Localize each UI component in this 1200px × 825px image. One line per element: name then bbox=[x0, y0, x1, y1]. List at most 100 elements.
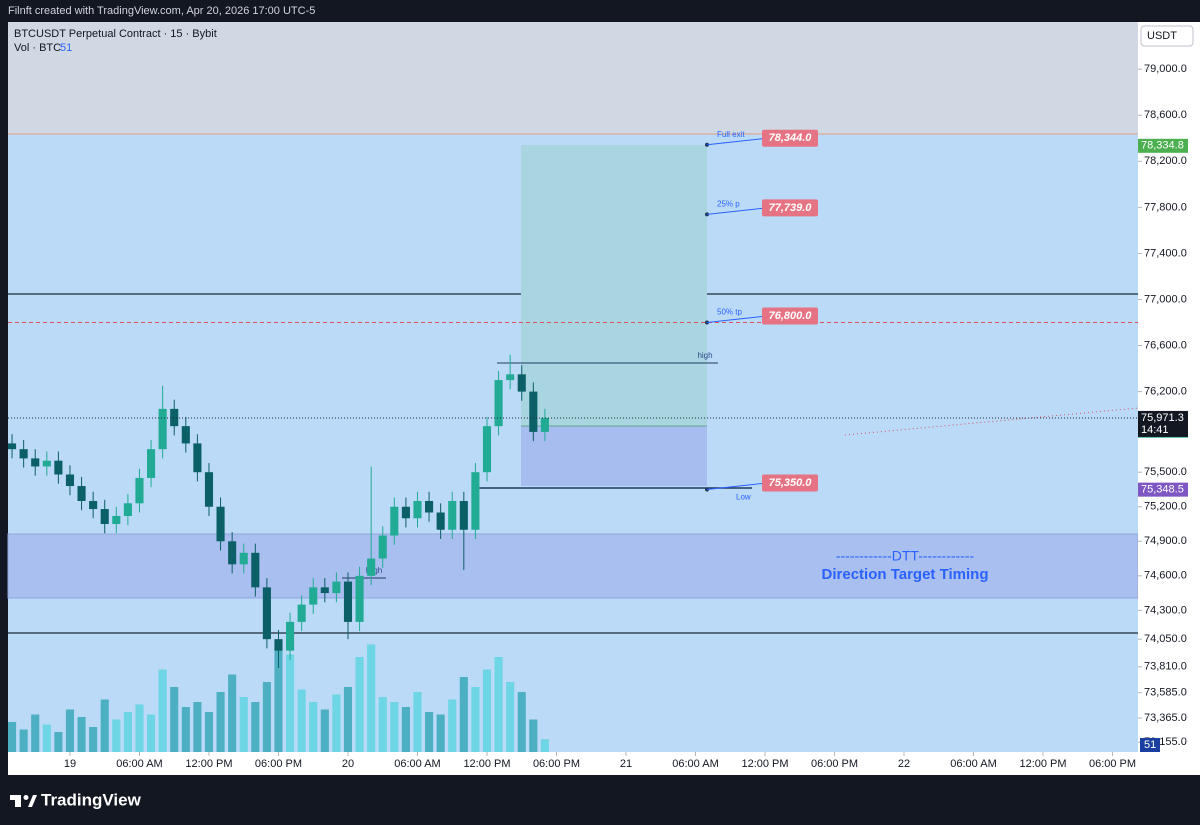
volume-bar bbox=[390, 702, 399, 752]
candle-body bbox=[251, 552, 260, 588]
candle-body bbox=[471, 472, 480, 530]
volume-bar bbox=[158, 669, 167, 752]
volume-bar bbox=[355, 657, 364, 752]
y-tick-label: 78,200.0 bbox=[1144, 155, 1187, 167]
y-tick-label: 77,800.0 bbox=[1144, 201, 1187, 213]
candle-body bbox=[204, 472, 214, 507]
candle-body bbox=[436, 512, 445, 530]
candle-body bbox=[367, 558, 376, 576]
candle-body bbox=[54, 460, 63, 475]
candle-body bbox=[181, 426, 190, 444]
volume-bar bbox=[123, 712, 132, 752]
dtt-zone bbox=[7, 533, 1139, 599]
x-tick-label: 12:00 PM bbox=[1019, 758, 1066, 770]
price-tag-label: 75,348.5 bbox=[1141, 484, 1184, 496]
candle-body bbox=[540, 417, 549, 432]
volume-bar bbox=[343, 687, 353, 752]
y-tick-label: 76,200.0 bbox=[1144, 386, 1187, 398]
level-tag-label: 76,800.0 bbox=[769, 310, 813, 322]
grey-zone bbox=[8, 22, 1138, 134]
candle-body bbox=[147, 449, 156, 478]
header: Filnft created with TradingView.com, Apr… bbox=[8, 5, 315, 17]
level-name: Low bbox=[736, 493, 751, 502]
level-tag-label: 75,350.0 bbox=[769, 477, 813, 489]
candle-body bbox=[170, 408, 179, 427]
dtt-title: ------------DTT------------ bbox=[836, 548, 975, 564]
volume-bar bbox=[8, 722, 17, 752]
currency-button[interactable] bbox=[1140, 25, 1194, 47]
volume-bar bbox=[274, 647, 283, 752]
x-tick-label: 19 bbox=[64, 758, 76, 770]
y-tick-label: 79,000.0 bbox=[1144, 63, 1187, 75]
volume-bar bbox=[239, 697, 248, 752]
logo-part bbox=[15, 795, 21, 807]
candle-body bbox=[100, 509, 109, 525]
logo-part bbox=[23, 795, 29, 800]
level-name: 25% p bbox=[717, 200, 740, 209]
x-tick-label: 06:00 AM bbox=[116, 758, 162, 770]
level-pointer bbox=[706, 482, 763, 490]
candle-body bbox=[517, 374, 526, 392]
profit-zone bbox=[521, 145, 707, 426]
volume-bar bbox=[170, 687, 179, 752]
last-price-label: 75,971.3 bbox=[1141, 412, 1184, 424]
y-tick-label: 76,600.0 bbox=[1144, 339, 1187, 351]
volume-bar bbox=[471, 687, 480, 752]
candle-body bbox=[309, 587, 318, 605]
currency: USDT bbox=[1147, 30, 1177, 42]
x-tick-label: 21 bbox=[620, 758, 632, 770]
price-tag-label: 78,334.8 bbox=[1141, 140, 1184, 152]
y-tick-label: 75,500.0 bbox=[1144, 466, 1187, 478]
candle-body bbox=[123, 503, 132, 516]
y-tick-label: 74,900.0 bbox=[1144, 535, 1187, 547]
stop-zone bbox=[521, 426, 707, 486]
volume-bar bbox=[367, 644, 376, 752]
volume-bar bbox=[65, 709, 75, 752]
candle-body bbox=[77, 486, 86, 501]
volume-bar bbox=[506, 682, 515, 752]
y-tick-label: 73,810.0 bbox=[1144, 661, 1187, 673]
y-tick-label: 74,050.0 bbox=[1144, 633, 1187, 645]
annotation: high bbox=[697, 351, 712, 360]
volume-bar bbox=[517, 692, 526, 752]
volume-legend-value: 51 bbox=[60, 42, 72, 54]
candle-body bbox=[42, 460, 51, 467]
x-tick-label: 22 bbox=[898, 758, 910, 770]
volume-bar bbox=[31, 714, 40, 752]
volume-bar bbox=[262, 682, 271, 752]
volume-bar bbox=[135, 704, 144, 752]
x-tick-label: 06:00 AM bbox=[672, 758, 718, 770]
volume-bar bbox=[540, 739, 549, 752]
price-tag bbox=[1138, 138, 1188, 153]
volume-bar bbox=[529, 719, 538, 752]
y-tick-label: 77,400.0 bbox=[1144, 247, 1187, 259]
time-axis bbox=[8, 752, 1138, 775]
candle-body bbox=[343, 581, 353, 622]
x-tick-label: 12:00 PM bbox=[463, 758, 510, 770]
level-name: Full exit bbox=[717, 130, 745, 139]
candle-body bbox=[89, 500, 98, 510]
candle-body bbox=[378, 535, 387, 559]
candle-body bbox=[216, 506, 225, 542]
last-price-tag bbox=[1138, 410, 1188, 437]
candle-body bbox=[228, 541, 237, 565]
volume-bar bbox=[42, 724, 51, 752]
logo-part bbox=[28, 795, 37, 807]
volume-bar bbox=[19, 729, 28, 752]
dtt-subtitle: Direction Target Timing bbox=[822, 566, 989, 583]
candle-body bbox=[65, 474, 75, 487]
volume-bar bbox=[482, 669, 492, 752]
x-tick-label: 06:00 PM bbox=[533, 758, 580, 770]
volume-tag-label: 51 bbox=[1144, 739, 1156, 751]
volume-bar bbox=[147, 714, 156, 752]
y-tick-label: 78,600.0 bbox=[1144, 109, 1187, 121]
y-tick-label: 75,200.0 bbox=[1144, 501, 1187, 513]
volume-bar bbox=[332, 694, 341, 752]
candle-body bbox=[529, 391, 538, 432]
candle-body bbox=[448, 500, 457, 530]
volume-bar bbox=[320, 709, 329, 752]
candle-body bbox=[482, 426, 492, 473]
volume-bar bbox=[204, 712, 214, 752]
chart-title: BTCUSDT Perpetual Contract · 15 · Bybit bbox=[14, 28, 217, 40]
